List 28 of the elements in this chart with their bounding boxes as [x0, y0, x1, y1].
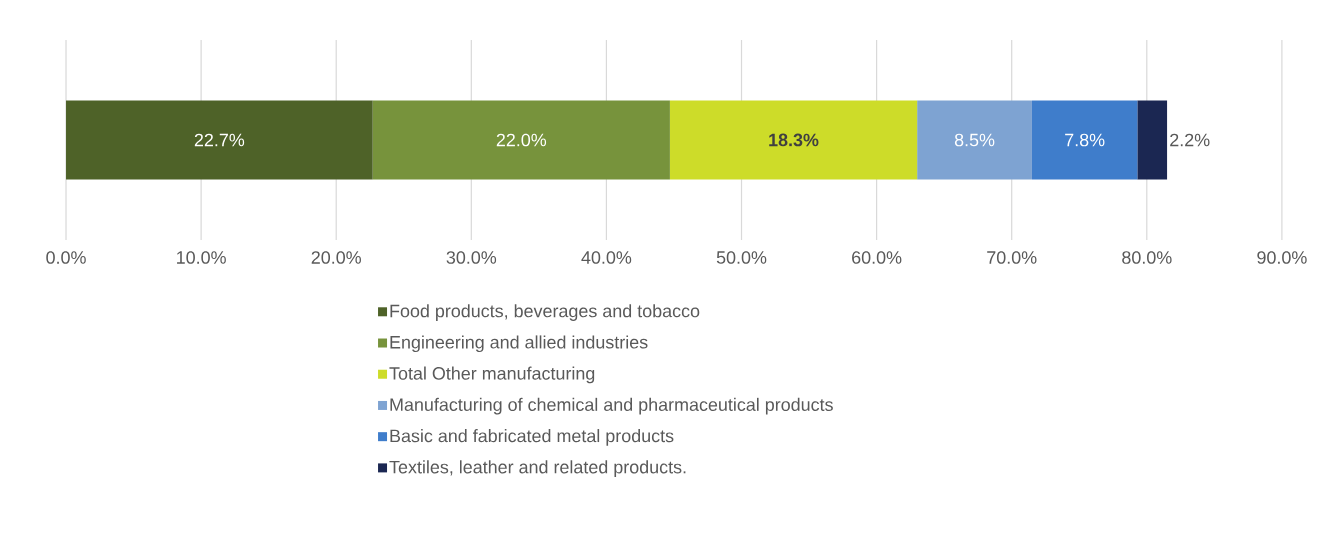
bar: [917, 100, 1032, 180]
data-label: 22.0%: [496, 133, 547, 147]
data-label: 8.5%: [954, 133, 995, 147]
x-tick-label: 80.0%: [1122, 251, 1172, 264]
x-tick-label: 30.0%: [446, 251, 497, 264]
bar: [1137, 100, 1168, 180]
x-tick-label: 50.0%: [716, 251, 767, 264]
legend-label: Food products, beverages and tobacco: [390, 304, 700, 321]
x-tick-label: 90.0%: [1257, 251, 1307, 264]
legend-label: Total Other manufacturing: [389, 366, 595, 384]
bar: [66, 100, 373, 180]
x-tick-label: 20.0%: [311, 251, 361, 264]
legend-label: Manufacturing of chemical and pharmaceutical products: [390, 397, 833, 415]
bar: [1031, 100, 1138, 180]
bar: [372, 100, 670, 180]
legend-label: Textiles, leather and related products.: [389, 460, 686, 477]
data-label: 2.2%: [1170, 133, 1210, 147]
x-tick-label: 10.0%: [177, 251, 226, 264]
data-label: 18.3%: [769, 133, 819, 147]
legend-label: Basic and fabricated metal products: [390, 429, 674, 446]
x-tick-label: 60.0%: [852, 251, 902, 264]
bar: [669, 100, 918, 180]
data-label: 7.8%: [1065, 133, 1105, 147]
x-tick-label: 70.0%: [987, 251, 1037, 264]
x-tick-label: 0.0%: [46, 251, 86, 264]
x-tick-label: 40.0%: [581, 251, 632, 264]
data-label: 22.7%: [194, 133, 245, 147]
legend-label: Engineering and allied industries: [390, 335, 648, 353]
